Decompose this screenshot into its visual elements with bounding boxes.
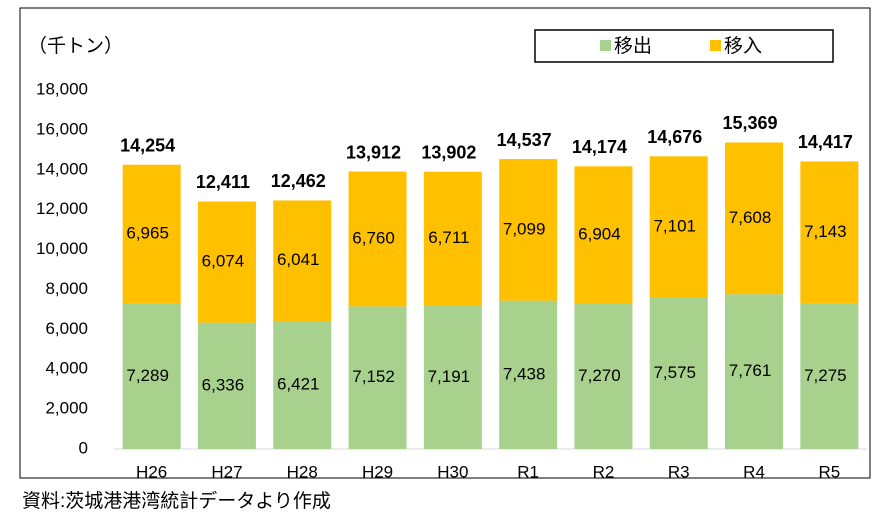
- bar-segment: [273, 320, 332, 449]
- bar-segment: [273, 200, 332, 321]
- bar-segment: [574, 304, 633, 449]
- value-label: 7,101: [653, 217, 696, 236]
- value-label: 7,270: [578, 366, 621, 385]
- value-label: 7,575: [653, 363, 696, 382]
- bar-segment: [122, 303, 181, 449]
- y-tick-label: 0: [79, 438, 88, 457]
- value-label: 6,041: [277, 250, 320, 269]
- x-tick-label: R5: [818, 462, 840, 481]
- value-label: 7,289: [126, 366, 169, 385]
- total-label: 15,369: [723, 113, 778, 133]
- frame: [19, 7, 871, 479]
- x-tick-label: H30: [437, 462, 468, 481]
- bar-segment: [197, 201, 256, 323]
- value-label: 6,760: [352, 228, 395, 247]
- y-tick-label: 10,000: [36, 239, 88, 258]
- total-label: 14,417: [798, 132, 853, 152]
- value-label: 6,965: [126, 224, 169, 243]
- x-tick-label: R3: [668, 462, 690, 481]
- bar-segment: [574, 166, 633, 305]
- x-tick-label: H26: [136, 462, 167, 481]
- bar-segment: [197, 322, 256, 449]
- total-label: 14,537: [497, 130, 552, 150]
- y-tick-label: 14,000: [36, 159, 88, 178]
- legend-swatch: [600, 40, 611, 51]
- legend-box: [534, 29, 834, 63]
- value-label: 6,336: [202, 375, 245, 394]
- total-label: 14,254: [120, 135, 175, 155]
- source-note: 資料:茨城港港湾統計データより作成: [22, 490, 331, 512]
- y-tick-label: 16,000: [36, 119, 88, 138]
- total-label: 13,912: [346, 142, 401, 162]
- x-tick-label: H28: [287, 462, 318, 481]
- value-label: 6,074: [202, 252, 245, 271]
- y-tick-label: 2,000: [45, 399, 88, 418]
- unit-label: （千トン）: [28, 35, 123, 57]
- y-tick-label: 4,000: [45, 359, 88, 378]
- bar-segment: [348, 306, 407, 449]
- bar-segment: [423, 171, 482, 306]
- bar-segment: [649, 156, 708, 298]
- value-label: 7,438: [503, 364, 546, 383]
- total-label: 12,411: [196, 172, 250, 192]
- value-label: 7,761: [729, 361, 772, 380]
- bar-segment: [800, 161, 859, 304]
- value-label: 7,099: [503, 219, 546, 238]
- value-label: 6,904: [578, 225, 621, 244]
- legend-label: 移入: [724, 35, 762, 57]
- bar-segment: [725, 294, 784, 449]
- total-label: 13,902: [421, 142, 476, 162]
- total-label: 14,676: [647, 127, 702, 147]
- x-tick-label: R2: [593, 462, 615, 481]
- x-tick-label: H29: [362, 462, 393, 481]
- x-tick-label: R1: [517, 462, 539, 481]
- value-label: 7,608: [729, 208, 772, 227]
- bar-segment: [499, 300, 558, 449]
- x-tick-label: H27: [211, 462, 242, 481]
- value-label: 6,711: [428, 228, 469, 247]
- y-tick-label: 8,000: [45, 279, 88, 298]
- value-label: 7,152: [352, 367, 395, 386]
- value-label: 7,191: [428, 367, 471, 386]
- value-label: 7,275: [804, 366, 847, 385]
- value-label: 7,143: [804, 222, 847, 241]
- bar-segment: [725, 142, 784, 295]
- bar-segment: [122, 164, 181, 304]
- total-label: 12,462: [271, 171, 326, 191]
- y-tick-label: 6,000: [45, 319, 88, 338]
- bar-segment: [423, 305, 482, 449]
- bar-segment: [348, 171, 407, 307]
- x-tick-label: R4: [743, 462, 765, 481]
- bar-segment: [499, 159, 558, 301]
- y-tick-label: 18,000: [36, 79, 88, 98]
- y-tick-label: 12,000: [36, 199, 88, 218]
- total-label: 14,174: [572, 137, 627, 157]
- legend-swatch: [710, 40, 721, 51]
- bar-segment: [649, 297, 708, 449]
- legend-label: 移出: [614, 35, 652, 57]
- bar-segment: [800, 303, 859, 449]
- value-label: 6,421: [277, 374, 320, 393]
